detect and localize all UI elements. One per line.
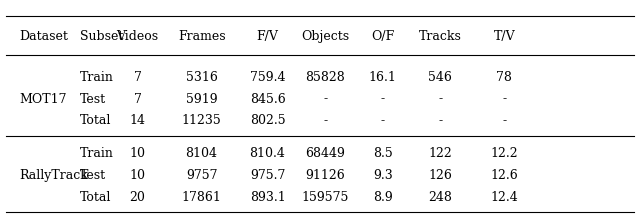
Text: Total: Total <box>80 191 111 204</box>
Text: Videos: Videos <box>116 30 159 43</box>
Text: RallyTrack: RallyTrack <box>19 169 88 182</box>
Text: O/F: O/F <box>371 30 394 43</box>
Text: Objects: Objects <box>301 30 349 43</box>
Text: -: - <box>502 93 506 106</box>
Text: 12.4: 12.4 <box>490 191 518 204</box>
Text: 5919: 5919 <box>186 93 218 106</box>
Text: -: - <box>438 93 442 106</box>
Text: 893.1: 893.1 <box>250 191 285 204</box>
Text: 975.7: 975.7 <box>250 169 285 182</box>
Text: 810.4: 810.4 <box>250 147 285 160</box>
Text: 68449: 68449 <box>305 147 345 160</box>
Text: -: - <box>323 114 327 127</box>
Text: -: - <box>381 93 385 106</box>
Text: 11235: 11235 <box>182 114 221 127</box>
Text: Train: Train <box>80 147 114 160</box>
Text: 91126: 91126 <box>305 169 345 182</box>
Text: MOT17: MOT17 <box>19 93 67 106</box>
Text: 8.9: 8.9 <box>373 191 392 204</box>
Text: 8.5: 8.5 <box>373 147 392 160</box>
Text: 10: 10 <box>129 169 146 182</box>
Text: 8104: 8104 <box>186 147 218 160</box>
Text: 159575: 159575 <box>301 191 349 204</box>
Text: 5316: 5316 <box>186 71 218 84</box>
Text: 122: 122 <box>428 147 452 160</box>
Text: 9757: 9757 <box>186 169 218 182</box>
Text: -: - <box>323 93 327 106</box>
Text: Total: Total <box>80 114 111 127</box>
Text: 248: 248 <box>428 191 452 204</box>
Text: -: - <box>502 114 506 127</box>
Text: 14: 14 <box>129 114 146 127</box>
Text: Tracks: Tracks <box>419 30 461 43</box>
Text: 16.1: 16.1 <box>369 71 397 84</box>
Text: 10: 10 <box>129 147 146 160</box>
Text: 12.2: 12.2 <box>490 147 518 160</box>
Text: Dataset: Dataset <box>19 30 68 43</box>
Text: 78: 78 <box>497 71 512 84</box>
Text: 7: 7 <box>134 71 141 84</box>
Text: T/V: T/V <box>493 30 515 43</box>
Text: 7: 7 <box>134 93 141 106</box>
Text: -: - <box>438 114 442 127</box>
Text: Test: Test <box>80 169 106 182</box>
Text: 126: 126 <box>428 169 452 182</box>
Text: 20: 20 <box>130 191 145 204</box>
Text: Subset: Subset <box>80 30 124 43</box>
Text: 9.3: 9.3 <box>373 169 392 182</box>
Text: Train: Train <box>80 71 114 84</box>
Text: F/V: F/V <box>257 30 278 43</box>
Text: -: - <box>381 114 385 127</box>
Text: 85828: 85828 <box>305 71 345 84</box>
Text: 759.4: 759.4 <box>250 71 285 84</box>
Text: 845.6: 845.6 <box>250 93 285 106</box>
Text: 802.5: 802.5 <box>250 114 285 127</box>
Text: 12.6: 12.6 <box>490 169 518 182</box>
Text: Test: Test <box>80 93 106 106</box>
Text: 17861: 17861 <box>182 191 221 204</box>
Text: Frames: Frames <box>178 30 225 43</box>
Text: 546: 546 <box>428 71 452 84</box>
